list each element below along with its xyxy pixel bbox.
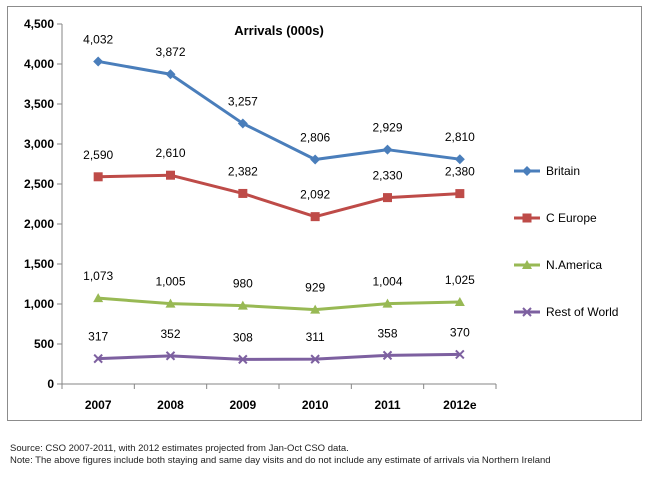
legend-label-n-america: N.America xyxy=(546,258,602,272)
series-line-n-america xyxy=(98,296,460,312)
data-label-rest-of-world: 358 xyxy=(377,326,397,340)
line-chart: 0 500 1,000 1,500 2,000 2,500 3,000 3,500 4,000 4… xyxy=(24,17,619,412)
data-label-britain: 3,257 xyxy=(228,94,258,108)
data-label-c-europe: 2,590 xyxy=(83,148,113,162)
data-point-britain xyxy=(310,154,321,165)
y-tick-label: 4,000 xyxy=(24,57,54,71)
legend-label-britain: Britain xyxy=(546,164,580,178)
data-label-britain: 4,032 xyxy=(83,32,113,46)
data-point-rest-of-world xyxy=(455,349,465,360)
series-line-rest-of-world xyxy=(98,352,460,361)
data-label-rest-of-world: 370 xyxy=(450,325,470,339)
data-point-rest-of-world xyxy=(238,354,248,365)
data-label-n-america: 1,004 xyxy=(372,275,402,289)
data-label-n-america: 929 xyxy=(305,281,325,295)
data-label-britain: 2,929 xyxy=(372,121,402,135)
data-label-rest-of-world: 352 xyxy=(160,327,180,341)
y-tick-label: 4,500 xyxy=(24,17,54,31)
y-tick-label: 2,500 xyxy=(24,177,54,191)
data-label-c-europe: 2,330 xyxy=(372,169,402,183)
series-line-c-europe xyxy=(98,173,460,219)
data-label-n-america: 1,073 xyxy=(83,269,113,283)
y-tick-label: 3,500 xyxy=(24,97,54,111)
data-label-c-europe: 2,092 xyxy=(300,188,330,202)
x-tick-label: 2012e xyxy=(443,398,477,412)
data-label-rest-of-world: 308 xyxy=(233,330,253,344)
legend-marker-n-america xyxy=(522,260,532,269)
data-label-n-america: 1,025 xyxy=(445,273,475,287)
data-point-n-america xyxy=(454,297,465,306)
data-label-britain: 2,810 xyxy=(445,130,475,144)
series-line-britain xyxy=(97,59,461,162)
data-point-britain xyxy=(165,69,176,80)
x-tick-label: 2007 xyxy=(85,398,112,412)
legend-marker-rest-of-world xyxy=(522,307,532,317)
data-label-c-europe: 2,610 xyxy=(155,146,185,160)
data-point-n-america xyxy=(310,304,321,314)
x-tick-label: 2010 xyxy=(302,398,329,412)
x-tick-label: 2011 xyxy=(374,398,400,412)
data-label-rest-of-world: 317 xyxy=(88,330,108,344)
data-label-n-america: 1,005 xyxy=(155,275,185,289)
footnote: Note: The above figures include both sta… xyxy=(10,455,551,466)
data-point-rest-of-world xyxy=(310,354,320,364)
data-label-n-america: 980 xyxy=(233,277,253,291)
source-note: Source: CSO 2007-2011, with 2012 estimat… xyxy=(10,443,349,454)
y-tick-label: 3,000 xyxy=(24,137,54,151)
y-tick-label: 500 xyxy=(34,337,54,351)
data-point-c-europe xyxy=(238,188,248,198)
data-label-britain: 3,872 xyxy=(155,45,185,59)
data-point-n-america xyxy=(382,298,393,308)
data-point-britain xyxy=(93,56,104,67)
x-tick-label: 2008 xyxy=(157,398,184,412)
data-label-rest-of-world: 311 xyxy=(306,330,325,344)
data-label-c-europe: 2,380 xyxy=(445,165,475,179)
data-point-c-europe xyxy=(383,193,392,203)
y-tick-label: 1,500 xyxy=(24,257,54,271)
data-point-c-europe xyxy=(93,172,103,182)
data-point-britain xyxy=(382,144,393,155)
chart-title: Arrivals (000s) xyxy=(234,23,324,38)
data-point-n-america xyxy=(237,300,248,310)
data-point-n-america xyxy=(93,293,104,303)
legend-label-c-europe: C Europe xyxy=(546,211,597,225)
legend-marker-c-europe xyxy=(522,213,532,223)
data-point-rest-of-world xyxy=(165,351,176,361)
chart-notes: Source: CSO 2007-2011, with 2012 estimat… xyxy=(10,443,646,467)
data-point-britain xyxy=(237,118,248,129)
y-tick-label: 0 xyxy=(47,377,54,391)
legend-marker-britain xyxy=(522,166,532,176)
data-point-c-europe xyxy=(310,212,320,222)
data-point-britain xyxy=(454,154,465,165)
y-tick-label: 2,000 xyxy=(24,217,54,231)
data-point-c-europe xyxy=(455,189,465,199)
y-tick-label: 1,000 xyxy=(24,297,54,311)
data-point-rest-of-world xyxy=(382,350,393,361)
data-point-rest-of-world xyxy=(93,353,103,364)
x-tick-label: 2009 xyxy=(229,398,256,412)
data-point-c-europe xyxy=(166,170,175,180)
data-point-n-america xyxy=(165,298,176,308)
legend-label-rest-of-world: Rest of World xyxy=(546,305,618,319)
data-label-c-europe: 2,382 xyxy=(228,164,258,178)
data-label-britain: 2,806 xyxy=(300,131,330,145)
